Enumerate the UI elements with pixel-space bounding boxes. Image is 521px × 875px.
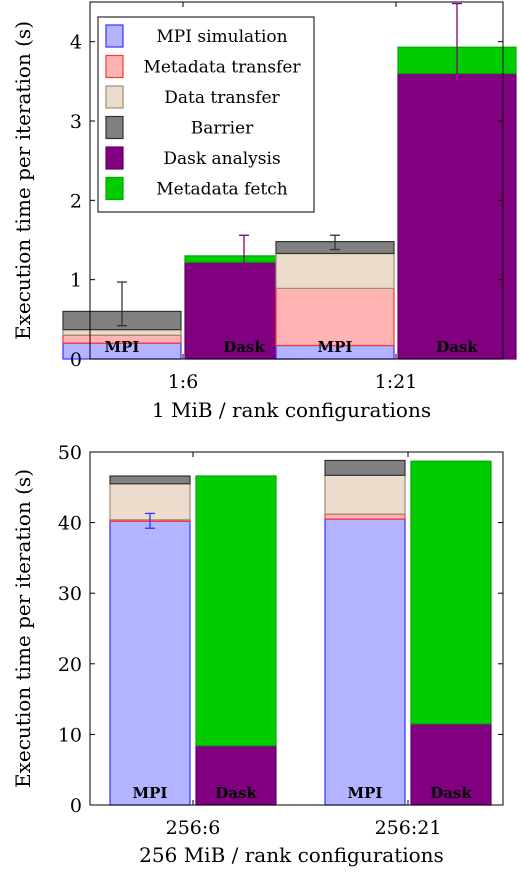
error-bar (239, 234, 249, 274)
bar-segment-mpi-1-4 (109, 475, 191, 485)
legend-swatch (105, 24, 124, 48)
legend-swatch (105, 176, 124, 201)
legend-swatch (105, 54, 124, 79)
bar-segment-dask-1-6 (195, 475, 277, 747)
x-tick-label: 1:6 (168, 371, 199, 393)
y-tick-label: 3 (70, 111, 82, 133)
plot-frame (89, 1, 504, 360)
y-tick-label: 50 (58, 442, 82, 464)
y-tick-label: 10 (58, 724, 82, 746)
bar-label-mpi: MPI (133, 784, 168, 802)
y-tick-label: 40 (58, 513, 82, 535)
chart-2: MPI Dask MPI Dask 0 10 20 30 40 50 256:6 256:21 256 … (11, 442, 504, 867)
bar-segment-mpi-2-4 (324, 459, 406, 476)
y-tick-label: 1 (70, 270, 82, 292)
chart-1: MPI Dask MPI Dask 0 1 2 3 4 1:6 1:21 1 MiB / rank c… (11, 1, 517, 422)
y-tick-label: 20 (58, 654, 82, 676)
error-bar (117, 281, 127, 327)
legend-label: Metadata fetch (156, 180, 288, 200)
bar-segment-mpi-2-1 (324, 518, 406, 806)
error-bar (330, 234, 340, 251)
x-axis-label: 1 MiB / rank configurations (152, 398, 431, 422)
legend-box (97, 16, 315, 213)
y-tick-label: 2 (70, 190, 82, 212)
y-tick-label: 4 (70, 32, 82, 54)
legend-label: Metadata transfer (143, 58, 301, 78)
bar-label-dask: Dask (436, 338, 478, 356)
legend-label: Data transfer (164, 88, 280, 108)
error-bar (145, 512, 155, 529)
bar-label-dask: Dask (430, 784, 472, 802)
y-tick-label: 0 (70, 349, 82, 371)
x-tick-label: 256:21 (375, 817, 442, 839)
error-bar (452, 2, 462, 108)
bar-label-mpi: MPI (105, 338, 140, 356)
bar-segment-mpi-2-3 (324, 474, 406, 515)
legend-label: Barrier (191, 119, 254, 139)
bar-label-mpi: MPI (318, 338, 353, 356)
bar-segment-dask-1-5 (195, 745, 277, 806)
y-tick-label: 0 (70, 795, 82, 817)
bar-segment-mpi-1-1 (109, 520, 191, 806)
x-axis-label: 256 MiB / rank configurations (139, 843, 444, 867)
legend-label: MPI simulation (156, 27, 287, 47)
bar-segment-mpi-2-2 (324, 513, 406, 520)
bar-segment-mpi-1-3 (62, 329, 182, 336)
bar-label-dask: Dask (215, 784, 257, 802)
legend-swatch (105, 85, 124, 109)
y-axis-label: Execution time per iteration (s) (11, 21, 35, 340)
bar-segment-mpi-2-3 (275, 252, 395, 289)
legend-swatch (105, 115, 124, 140)
x-tick-label: 1:21 (375, 371, 418, 393)
bar-segment-dask-2-6 (410, 460, 492, 725)
plot-frame (89, 451, 504, 806)
legend-label: Dask analysis (163, 149, 280, 169)
legend: MPI simulation Metadata transfer Data tran… (97, 16, 315, 213)
bar-segment-dask-2-5 (397, 72, 517, 360)
bar-segment-mpi-2-2 (275, 287, 395, 347)
bar-label-mpi: MPI (348, 784, 383, 802)
y-axis-label: Execution time per iteration (s) (11, 469, 35, 788)
legend-swatch (105, 146, 124, 170)
x-tick-label: 256:6 (166, 817, 221, 839)
bar-label-dask: Dask (223, 338, 265, 356)
y-tick-label: 30 (58, 583, 82, 605)
